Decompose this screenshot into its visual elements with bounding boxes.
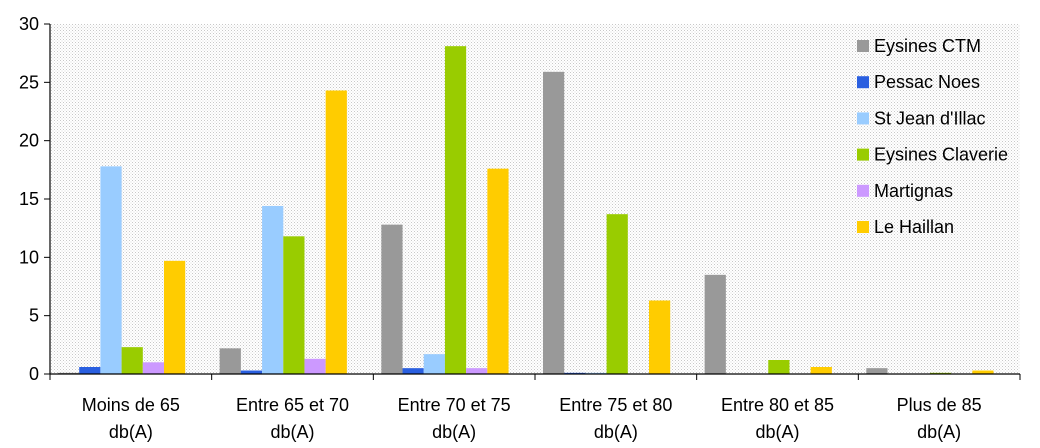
- bar-4-3: [768, 360, 789, 374]
- x-tick-label-line: Entre 65 et 70: [236, 395, 349, 415]
- legend-swatch: [857, 40, 869, 52]
- x-tick-label-line: Moins de 65: [82, 395, 180, 415]
- x-tick-label: Entre 75 et 80 db(A): [559, 395, 672, 442]
- bar-1-3: [283, 236, 304, 374]
- x-tick-label-line: db(A): [755, 422, 799, 442]
- bar-1-4: [304, 359, 325, 374]
- y-tick-label: 5: [29, 306, 39, 326]
- x-tick-label: Entre 65 et 70 db(A): [236, 395, 349, 442]
- bar-2-2: [424, 354, 445, 374]
- bar-2-0: [381, 225, 402, 374]
- x-tick-label: Plus de 85 db(A): [897, 395, 982, 442]
- bar-4-0: [705, 275, 726, 374]
- y-tick-label: 25: [19, 72, 39, 92]
- x-tick-label: Moins de 65 db(A): [82, 395, 180, 442]
- bar-4-5: [811, 367, 832, 374]
- x-tick-label: Entre 80 et 85 db(A): [721, 395, 834, 442]
- bar-0-4: [143, 362, 164, 374]
- bar-0-1: [79, 367, 100, 374]
- legend-label: Le Haillan: [874, 217, 954, 237]
- bar-1-0: [220, 348, 241, 374]
- bar-2-5: [487, 169, 508, 374]
- x-tick-label-line: Entre 75 et 80: [559, 395, 672, 415]
- y-tick-label: 30: [19, 14, 39, 34]
- x-tick-label-line: Entre 80 et 85: [721, 395, 834, 415]
- legend-swatch: [857, 221, 869, 233]
- legend-label: Eysines CTM: [874, 36, 981, 56]
- bar-1-2: [262, 206, 283, 374]
- y-tick-label: 15: [19, 189, 39, 209]
- x-tick-label-line: db(A): [432, 422, 476, 442]
- bar-3-5: [649, 301, 670, 375]
- legend-label: Pessac Noes: [874, 72, 980, 92]
- bar-2-3: [445, 46, 466, 374]
- bar-5-0: [866, 368, 887, 374]
- legend-label: Eysines Claverie: [874, 145, 1008, 165]
- bar-0-5: [164, 261, 185, 374]
- bar-2-4: [466, 368, 487, 374]
- y-tick-label: 20: [19, 131, 39, 151]
- legend-label: St Jean d'Illac: [874, 108, 986, 128]
- x-tick-label-line: db(A): [917, 422, 961, 442]
- x-tick-label-line: db(A): [270, 422, 314, 442]
- y-tick-label: 0: [29, 364, 39, 384]
- bar-0-2: [100, 166, 121, 374]
- bar-3-3: [607, 214, 628, 374]
- legend-swatch: [857, 76, 869, 88]
- x-tick-label-line: Entre 70 et 75: [398, 395, 511, 415]
- x-tick-label: Entre 70 et 75 db(A): [398, 395, 511, 442]
- legend-swatch: [857, 149, 869, 161]
- y-tick-label: 10: [19, 247, 39, 267]
- legend-label: Martignas: [874, 181, 953, 201]
- x-tick-label-line: Plus de 85: [897, 395, 982, 415]
- legend-swatch: [857, 112, 869, 124]
- legend-swatch: [857, 185, 869, 197]
- bar-0-3: [122, 347, 143, 374]
- x-tick-label-line: db(A): [109, 422, 153, 442]
- bar-1-5: [326, 91, 347, 375]
- x-tick-label-line: db(A): [594, 422, 638, 442]
- bar-2-1: [403, 368, 424, 374]
- bar-3-0: [543, 72, 564, 374]
